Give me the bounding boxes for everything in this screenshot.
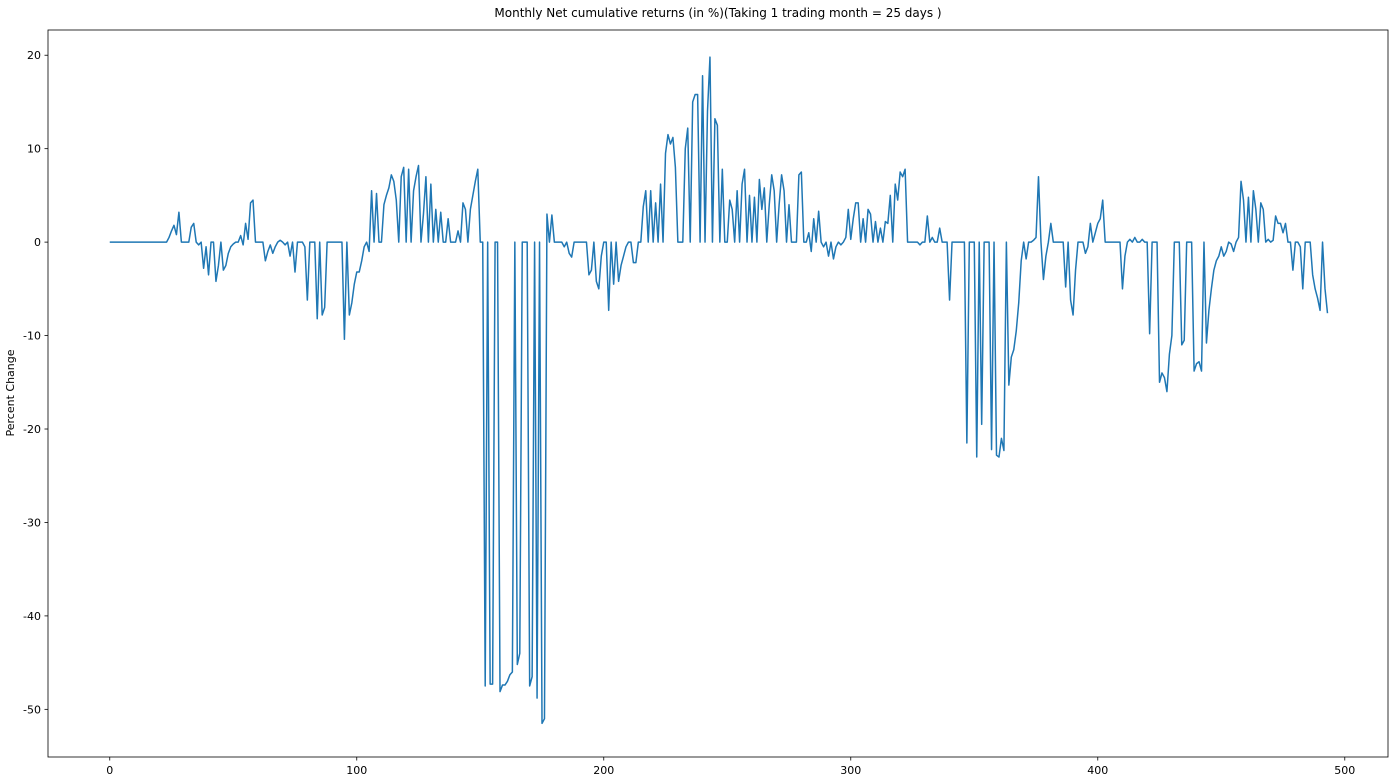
y-tick-label: -40 xyxy=(23,610,41,623)
x-tick-label: 500 xyxy=(1334,764,1355,777)
plot-frame xyxy=(47,29,1389,758)
x-tick-label: 0 xyxy=(106,764,113,777)
y-axis-label: Percent Change xyxy=(4,349,17,436)
y-tick-label: -10 xyxy=(23,330,41,343)
x-tick-label: 100 xyxy=(346,764,367,777)
y-tick-label: 0 xyxy=(34,236,41,249)
y-tick-label: -50 xyxy=(23,703,41,716)
x-tick-label: 200 xyxy=(593,764,614,777)
y-tick-label: -20 xyxy=(23,423,41,436)
y-tick-label: -30 xyxy=(23,516,41,529)
x-tick-label: 300 xyxy=(840,764,861,777)
line-series xyxy=(109,56,1329,725)
x-tick-label: 400 xyxy=(1087,764,1108,777)
y-tick-label: 20 xyxy=(27,49,41,62)
y-tick-label: 10 xyxy=(27,143,41,156)
chart-title: Monthly Net cumulative returns (in %)(Ta… xyxy=(494,6,941,20)
